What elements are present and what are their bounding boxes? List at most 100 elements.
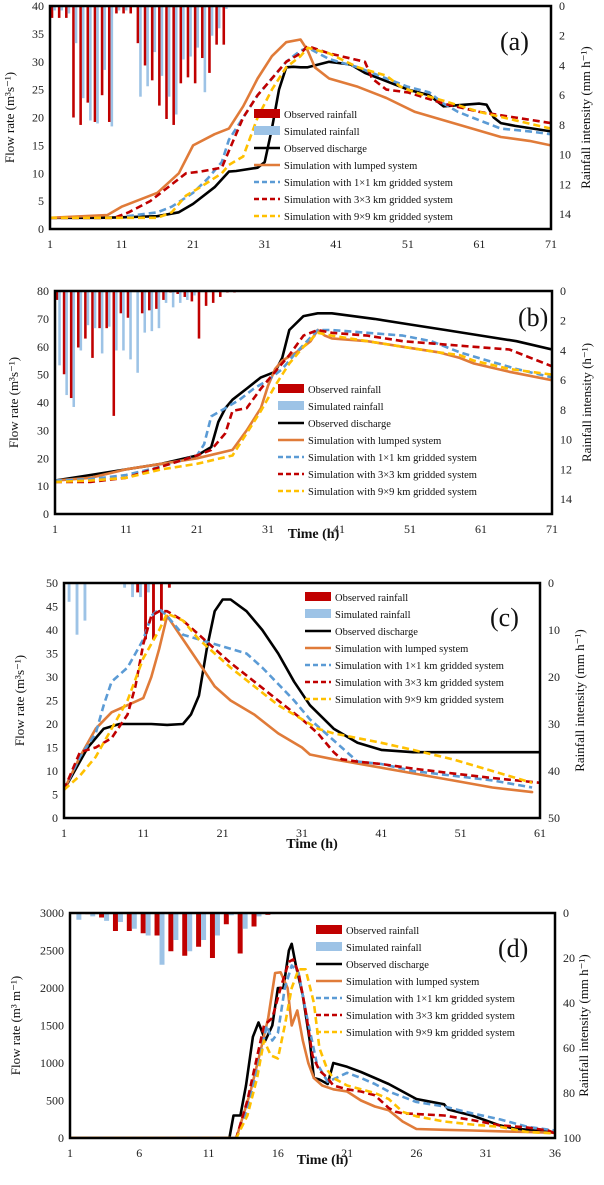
bar-observed-rainfall [105, 291, 108, 329]
bar-observed-rainfall [209, 913, 215, 958]
bar-simulated-rainfall [193, 291, 196, 296]
bar-simulated-rainfall [159, 913, 165, 965]
legend-observed-rainfall-swatch [316, 925, 342, 934]
bar-simulated-rainfall [53, 6, 56, 11]
y2-tick-label: 40 [548, 764, 560, 778]
bar-simulated-rainfall [58, 291, 61, 366]
x-tick-label: 21 [191, 522, 203, 536]
y-tick-label: 0 [43, 507, 49, 521]
bar-simulated-rainfall [256, 913, 262, 917]
bar-observed-rainfall [179, 6, 183, 84]
y-axis-label: Flow rate (m³ m⁻¹) [8, 976, 23, 1076]
y2-axis-label: Rainfall intensity (mm h⁻¹) [576, 954, 591, 1097]
bar-simulated-rainfall [67, 583, 71, 602]
bar-simulated-rainfall [90, 913, 96, 917]
y-tick-label: 10 [32, 166, 44, 180]
legend-lumped-label: Simulation with lumped system [284, 161, 417, 172]
bar-simulated-rainfall [242, 913, 248, 929]
bar-simulated-rainfall [139, 6, 142, 97]
bar-simulated-rainfall [217, 6, 221, 29]
x-tick-label: 11 [120, 522, 132, 536]
bar-observed-rainfall [84, 291, 87, 339]
y-tick-label: 35 [46, 647, 58, 661]
bar-observed-rainfall [100, 6, 104, 96]
x-tick-label: 1 [61, 826, 67, 840]
x-tick-label: 21 [341, 1146, 353, 1160]
bar-observed-rainfall [50, 6, 54, 18]
plot-frame [68, 911, 557, 1140]
bar-observed-rainfall [155, 291, 158, 309]
bar-simulated-rainfall [157, 291, 161, 329]
y-tick-label: 50 [37, 368, 49, 382]
y2-tick-label: 12 [560, 462, 572, 476]
legend-grid-1x1-label: Simulation with 1×1 km gridded system [308, 453, 477, 464]
panel-label: (d) [498, 934, 528, 963]
legend-grid-1x1-label: Simulation with 1×1 km gridded system [346, 994, 515, 1005]
bar-observed-rainfall [190, 291, 194, 302]
bar-observed-rainfall [204, 291, 208, 306]
legend-simulated-rainfall-label: Simulated rainfall [335, 610, 411, 621]
bar-simulated-rainfall [174, 6, 178, 115]
y2-tick-label: 0 [548, 576, 554, 590]
bar-observed-rainfall [183, 291, 187, 297]
y2-tick-label: 8 [559, 118, 565, 132]
y-tick-label: 5 [52, 788, 58, 802]
y-tick-label: 30 [32, 55, 44, 69]
y2-tick-label: 20 [548, 670, 560, 684]
x-tick-label: 41 [333, 522, 345, 536]
bar-simulated-rainfall [122, 291, 125, 351]
bar-observed-rainfall [122, 6, 125, 14]
bar-observed-rainfall [197, 291, 201, 339]
bar-observed-rainfall [140, 291, 144, 314]
x-tick-label: 11 [138, 826, 150, 840]
x-tick-label: 16 [272, 1146, 284, 1160]
bar-observed-rainfall [154, 913, 160, 936]
bar-observed-rainfall [86, 6, 90, 103]
bar-observed-rainfall [211, 291, 215, 303]
x-tick-label: 6 [136, 1146, 142, 1160]
x-tick-label: 51 [455, 826, 467, 840]
legend-lumped-label: Simulation with lumped system [308, 436, 441, 447]
bar-simulated-rainfall [104, 913, 110, 921]
legend-simulated-rainfall-swatch [316, 942, 342, 951]
bar-observed-rainfall [222, 6, 226, 45]
y-tick-label: 15 [46, 741, 58, 755]
legend-grid-3x3-label: Simulation with 3×3 km gridded system [346, 1011, 515, 1022]
bar-simulated-rainfall [131, 913, 137, 929]
bar-observed-rainfall [219, 291, 222, 297]
legend-simulated-rainfall-label: Simulated rainfall [346, 943, 422, 954]
legend: Observed rainfall Simulated rainfall Obser… [278, 384, 477, 498]
series-group [64, 598, 540, 794]
series-line-simulation-with-9-9-km-gridded-system [70, 967, 555, 1138]
legend-observed-discharge-label: Observed discharge [284, 144, 367, 155]
series-line-simulation-with-9-9-km-gridded-system [50, 46, 551, 220]
series-line-observed-discharge [70, 942, 555, 1138]
y-tick-label: 35 [32, 27, 44, 41]
y2-tick-label: 30 [548, 717, 560, 731]
bar-simulated-rainfall [143, 291, 147, 333]
y-axis-label: Flow rate (m³s⁻¹) [2, 72, 17, 163]
bar-simulated-rainfall [225, 6, 228, 9]
bar-observed-rainfall [77, 291, 80, 348]
bar-observed-rainfall [144, 583, 147, 640]
y2-tick-label: 100 [563, 1131, 581, 1145]
bar-observed-rainfall [107, 6, 111, 122]
plot-frame [48, 4, 553, 231]
bar-simulated-rainfall [173, 913, 179, 940]
bar-observed-rainfall [165, 6, 168, 119]
legend-grid-3x3-label: Simulation with 3×3 km gridded system [335, 678, 504, 689]
bar-simulated-rainfall [203, 6, 207, 93]
x-tick-label: 61 [473, 237, 485, 251]
x-tick-label: 61 [475, 522, 487, 536]
y2-tick-label: 10 [560, 433, 572, 447]
bar-observed-rainfall [112, 913, 118, 931]
bar-simulated-rainfall [60, 6, 64, 11]
bar-simulated-rainfall [139, 583, 142, 598]
bar-simulated-rainfall [67, 6, 71, 14]
y-tick-label: 15 [32, 138, 44, 152]
y-tick-label: 25 [32, 83, 44, 97]
legend-observed-rainfall-swatch [305, 592, 331, 601]
